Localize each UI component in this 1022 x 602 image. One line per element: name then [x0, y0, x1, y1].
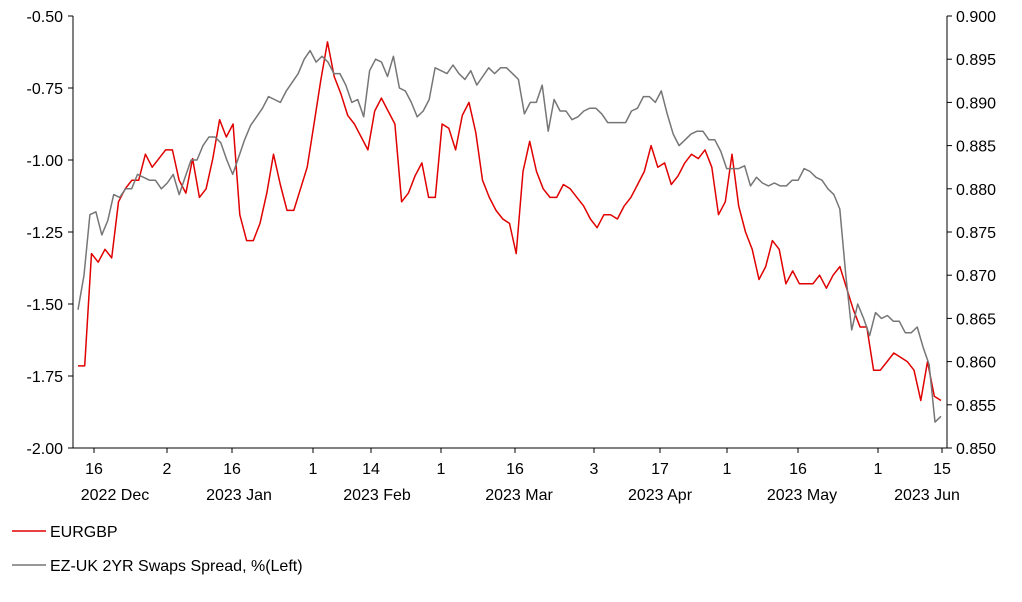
right-axis-tick-label: 0.895 [956, 52, 996, 69]
legend: EURGBP EZ-UK 2YR Swaps Spread, %(Left) [12, 524, 303, 575]
x-axis-day-label: 16 [789, 461, 807, 478]
right-axis-tick-label: 0.850 [956, 441, 996, 458]
x-axis-day-label: 16 [223, 461, 241, 478]
legend-label: EURGBP [50, 524, 118, 541]
x-axis-day-label: 16 [85, 461, 103, 478]
left-axis-tick-label: -1.50 [27, 297, 64, 314]
x-axis-day-label: 1 [874, 461, 883, 478]
right-axis-tick-label: 0.860 [956, 355, 996, 372]
x-axis-day-label: 1 [723, 461, 732, 478]
left-axis-tick-label: -1.75 [27, 369, 64, 386]
right-axis-tick-label: 0.865 [956, 311, 996, 328]
x-axis-month-label: 2023 Feb [343, 487, 411, 504]
right-axis-tick-label: 0.900 [956, 9, 996, 26]
left-axis-tick-label: -0.75 [27, 81, 64, 98]
x-axis-month-label: 2022 Dec [81, 487, 150, 504]
x-axis-month-label: 2023 Apr [628, 487, 693, 504]
left-axis-tick-label: -1.00 [27, 153, 64, 170]
x-axis-day-label: 14 [362, 461, 380, 478]
x-axis-day-label: 15 [933, 461, 951, 478]
series-layer [77, 41, 942, 423]
left-axis-tick-label: -1.25 [27, 225, 64, 242]
x-axis-month-label: 2023 Jan [206, 487, 272, 504]
series-line-swaps-spread [77, 49, 942, 423]
series-line-eurgbp [78, 41, 942, 402]
x-axis-month-label: 2023 Jun [894, 487, 960, 504]
x-axis-month-label: 2023 May [767, 487, 837, 504]
x-axis-day-label: 16 [506, 461, 524, 478]
axes: -0.50 -0.75 -1.00 -1.25 -1.50 -1.75 -2.00 0.900… [27, 9, 997, 504]
x-axis-day-label: 17 [651, 461, 669, 478]
right-axis-tick-label: 0.875 [956, 225, 996, 242]
right-axis-tick-label: 0.885 [956, 139, 996, 156]
x-axis-day-label: 1 [309, 461, 318, 478]
right-axis-tick-label: 0.880 [956, 182, 996, 199]
legend-label: EZ-UK 2YR Swaps Spread, %(Left) [50, 558, 303, 575]
x-axis-month-label: 2023 Mar [485, 487, 553, 504]
left-axis-tick-label: -2.00 [27, 441, 64, 458]
x-axis-day-label: 1 [437, 461, 446, 478]
x-axis-day-label: 3 [590, 461, 599, 478]
left-axis-tick-label: -0.50 [27, 9, 64, 26]
right-axis-tick-label: 0.890 [956, 95, 996, 112]
right-axis-tick-label: 0.855 [956, 398, 996, 415]
x-axis-day-label: 2 [163, 461, 172, 478]
right-axis-tick-label: 0.870 [956, 268, 996, 285]
